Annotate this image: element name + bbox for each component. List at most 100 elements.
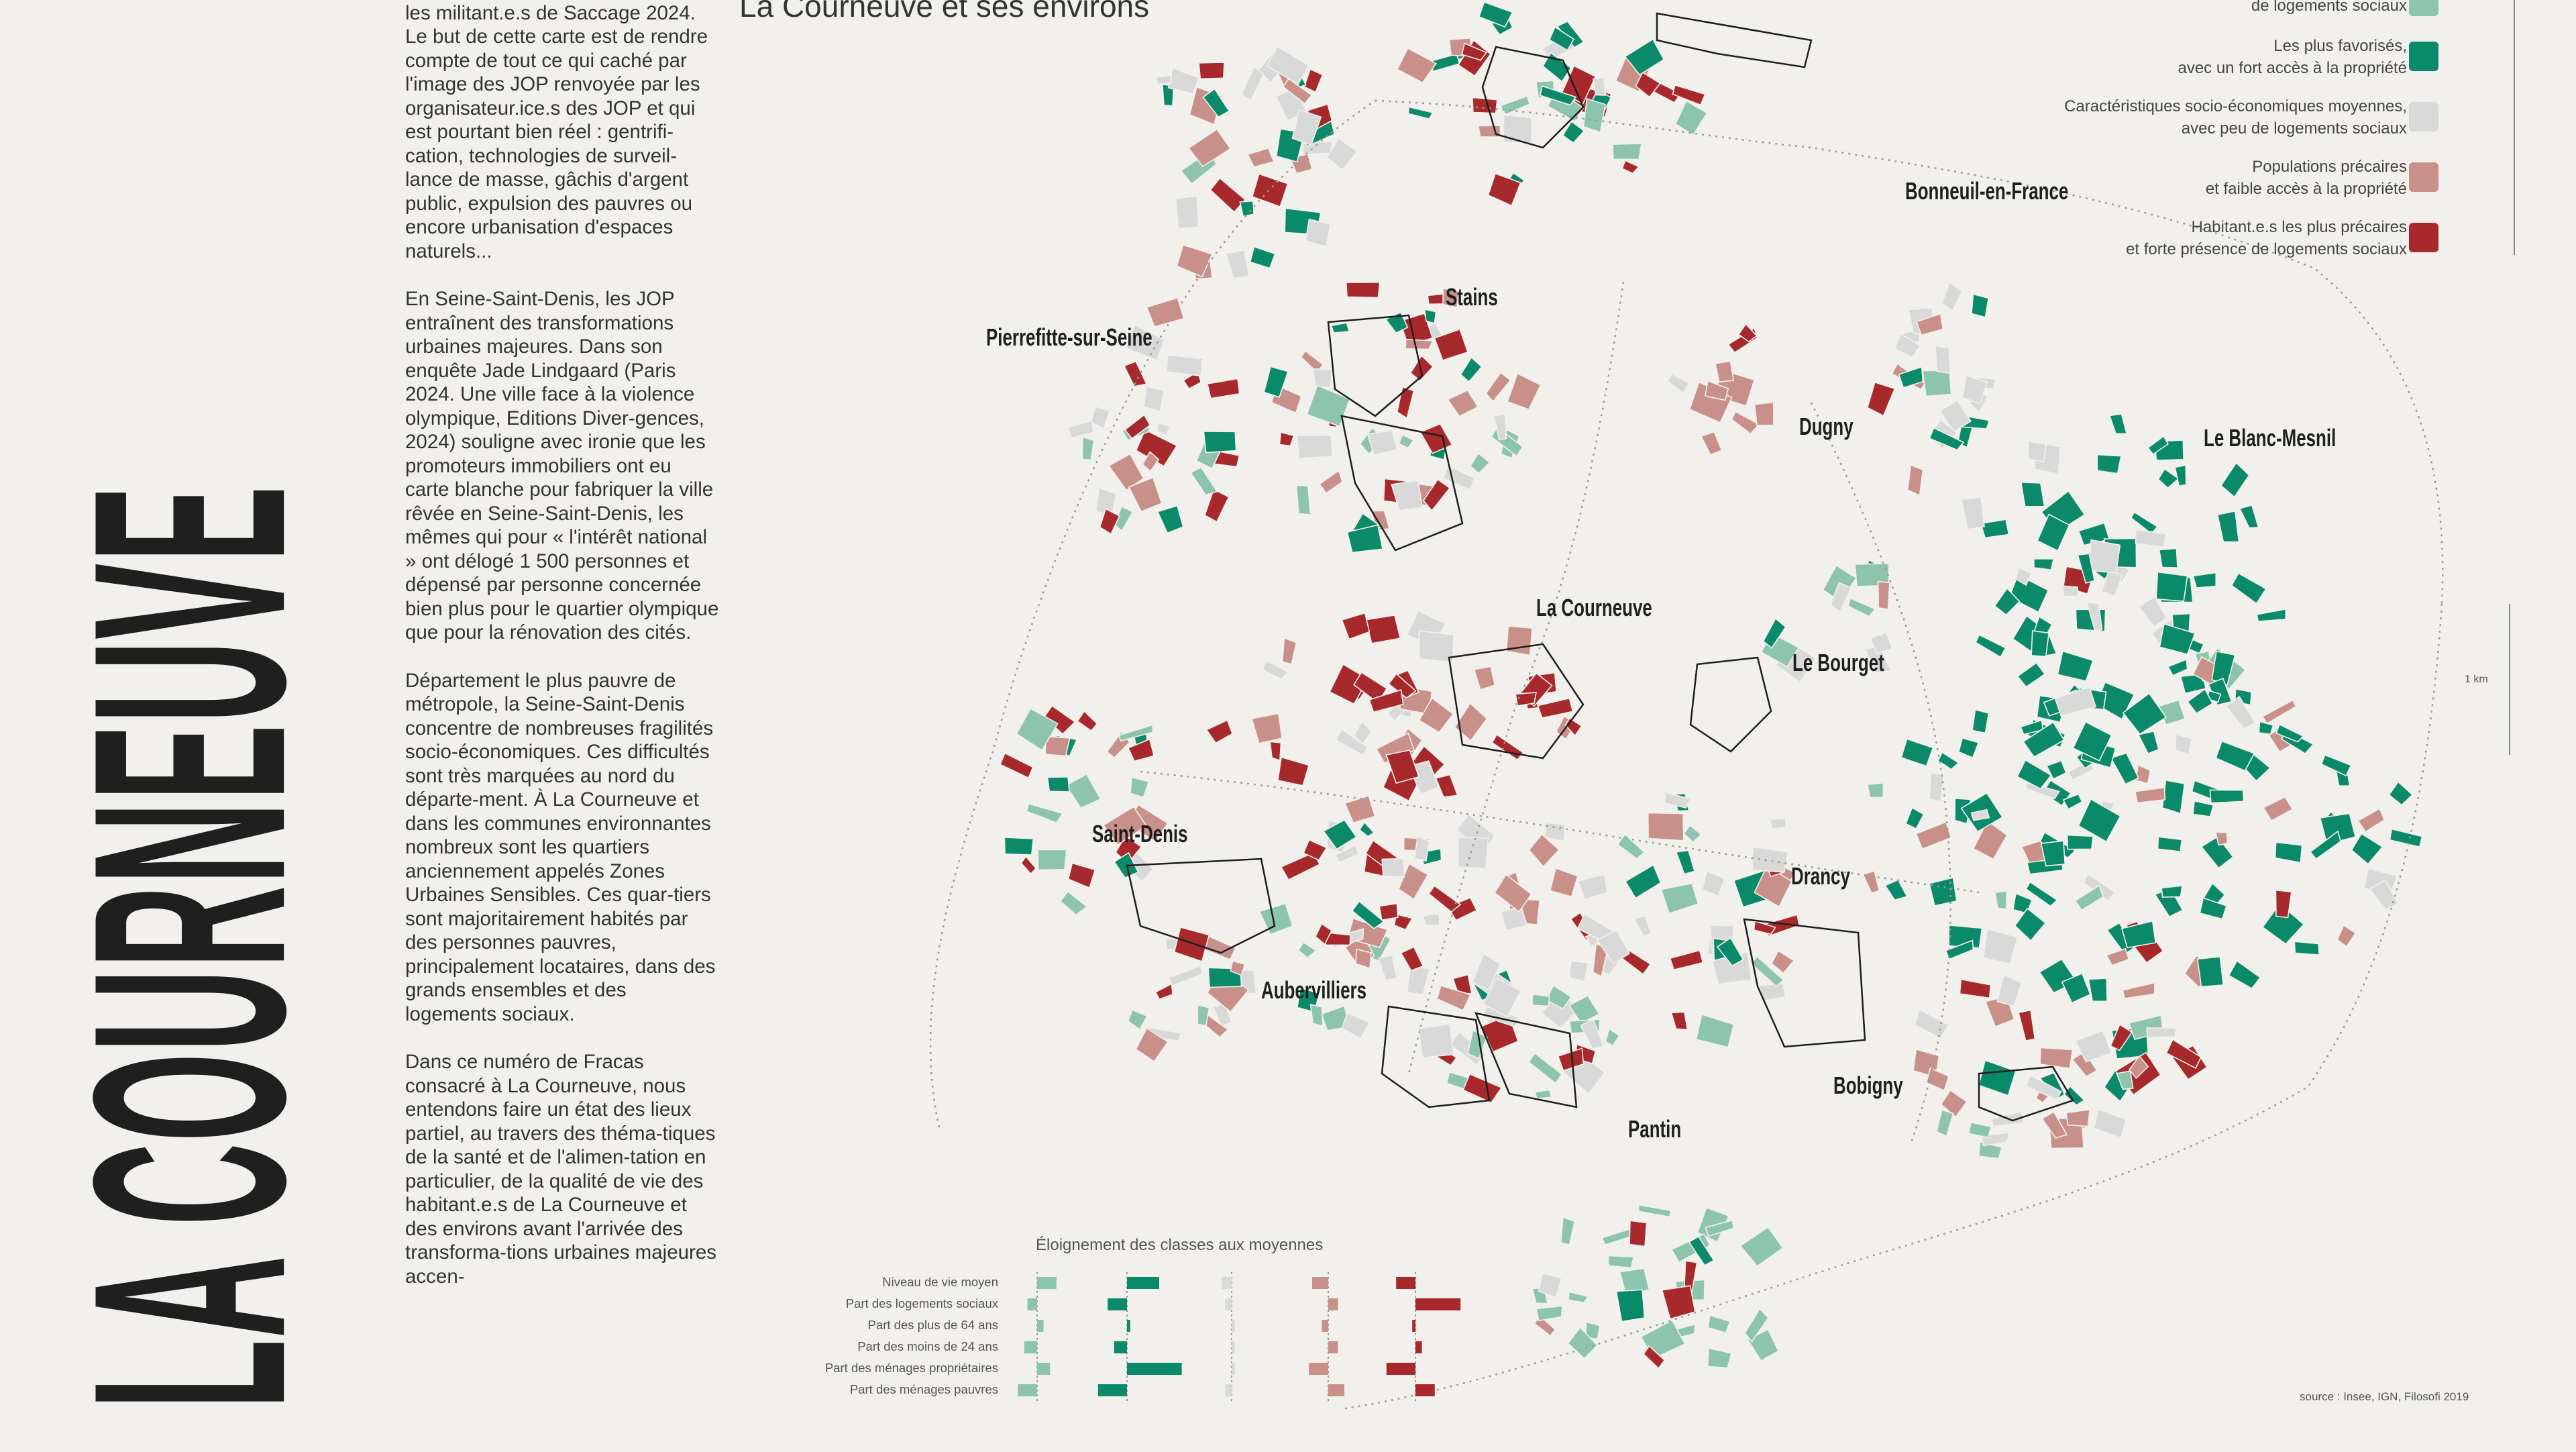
- place-label: Le Bourget: [1792, 650, 1884, 676]
- map-block: [1462, 1073, 1503, 1104]
- map-block: [1400, 946, 1424, 972]
- map-block: [1277, 756, 1310, 786]
- place-label: Drancy: [1791, 863, 1850, 890]
- map-block: [1422, 913, 1441, 926]
- map-block: [1670, 1011, 1688, 1031]
- district-outline: [1656, 12, 1813, 68]
- map-block: [1387, 673, 1417, 699]
- deviation-bar: [1108, 1298, 1127, 1310]
- deviation-bar: [1232, 1363, 1235, 1375]
- deviation-bar: [1309, 1363, 1328, 1375]
- deviation-bar: [1024, 1341, 1037, 1353]
- map-block: [1377, 954, 1397, 981]
- map-block: [1936, 1108, 1954, 1137]
- map-block: [2037, 513, 2070, 552]
- map-block: [1994, 890, 2008, 911]
- deviation-bar: [1222, 1277, 1232, 1289]
- map-block: [1904, 807, 1925, 830]
- map-block: [1279, 431, 1295, 447]
- map-block: [2110, 752, 2139, 785]
- map-block: [1560, 1216, 1576, 1246]
- map-block: [1375, 732, 1415, 764]
- map-block: [1538, 1272, 1563, 1299]
- map-block: [1239, 200, 1254, 217]
- map-block: [1173, 926, 1210, 962]
- map-block: [2122, 692, 2167, 735]
- map-block: [1528, 833, 1560, 868]
- map-block: [1329, 663, 1369, 705]
- map-block: [2215, 740, 2255, 772]
- legend-label-line: et forte présence de logements sociaux: [2126, 240, 2407, 258]
- deviation-bar: [1127, 1277, 1159, 1289]
- map-block: [1994, 587, 2021, 616]
- map-block: [1044, 735, 1071, 757]
- deviation-bar: [1037, 1320, 1044, 1332]
- map-block: [1208, 967, 1242, 988]
- map-block: [1548, 26, 1574, 51]
- map-block: [1135, 429, 1178, 467]
- map-block: [1705, 1219, 1735, 1237]
- map-block: [2017, 662, 2046, 688]
- map-block: [2134, 786, 2166, 804]
- map-block: [1396, 48, 1437, 84]
- district-outline: [1126, 858, 1276, 954]
- legend-label-line: avec un fort accès à la propriété: [2178, 59, 2407, 77]
- map-block: [1707, 1314, 1731, 1334]
- map-block: [1769, 817, 1786, 830]
- map-block: [1939, 400, 1972, 432]
- legend-label-line: Habitant.e.s les plus précaires: [2191, 218, 2408, 236]
- map-block: [1624, 38, 1665, 76]
- map-block: [1326, 138, 1358, 171]
- map-block: [1847, 597, 1876, 617]
- map-block: [1562, 120, 1585, 144]
- map-block: [2015, 566, 2033, 586]
- map-block: [1067, 862, 1096, 889]
- map-block: [1638, 1204, 1672, 1218]
- map-block: [2027, 440, 2047, 463]
- map-block: [1123, 360, 1148, 387]
- map-block: [1752, 846, 1789, 873]
- map-block: [2033, 558, 2055, 571]
- map-block: [2389, 828, 2423, 848]
- map-block: [2074, 884, 2104, 911]
- map-block: [2200, 835, 2234, 869]
- map-block: [1866, 782, 1884, 798]
- map-block: [1206, 378, 1240, 399]
- map-block: [1305, 218, 1332, 248]
- map-block: [1176, 244, 1213, 278]
- map-block: [1026, 803, 1064, 824]
- map-block: [1379, 902, 1399, 921]
- deviation-bar: [1396, 1277, 1415, 1289]
- map-block: [1534, 1089, 1552, 1100]
- map-block: [1532, 993, 1550, 1007]
- map-block: [2105, 947, 2130, 966]
- map-block: [1549, 867, 1578, 898]
- bar-row-label: Part des logements sociaux: [845, 1296, 998, 1310]
- legend-swatch: [2409, 162, 2438, 192]
- place-label: Bobigny: [1833, 1072, 1903, 1099]
- map-block: [1770, 949, 1795, 974]
- map-block: [1582, 97, 1606, 133]
- map-block: [1664, 792, 1692, 809]
- intro-text: cartographie du JOP produite par les mil…: [405, 0, 720, 1312]
- map-block: [2122, 982, 2155, 999]
- map-block: [1925, 1067, 1949, 1092]
- map-block: [2261, 902, 2305, 945]
- map-block: [1020, 855, 1037, 875]
- map-block: [1318, 470, 1343, 494]
- map-block: [1527, 1052, 1563, 1084]
- map-block: [2309, 830, 2342, 860]
- map-block: [2157, 468, 2180, 489]
- map-block: [1629, 1220, 1648, 1247]
- deviation-bar: [1018, 1384, 1037, 1396]
- map-blocks: [999, 1, 2423, 1369]
- map-block: [2077, 553, 2096, 584]
- map-block: [1258, 902, 1293, 935]
- map-block: [2231, 572, 2267, 605]
- map-block: [1203, 488, 1230, 523]
- map-block: [2137, 596, 2167, 628]
- map-block: [1493, 874, 1532, 913]
- map-block: [1454, 702, 1488, 741]
- map-block: [1619, 1267, 1650, 1296]
- map-block: [2041, 1111, 2068, 1139]
